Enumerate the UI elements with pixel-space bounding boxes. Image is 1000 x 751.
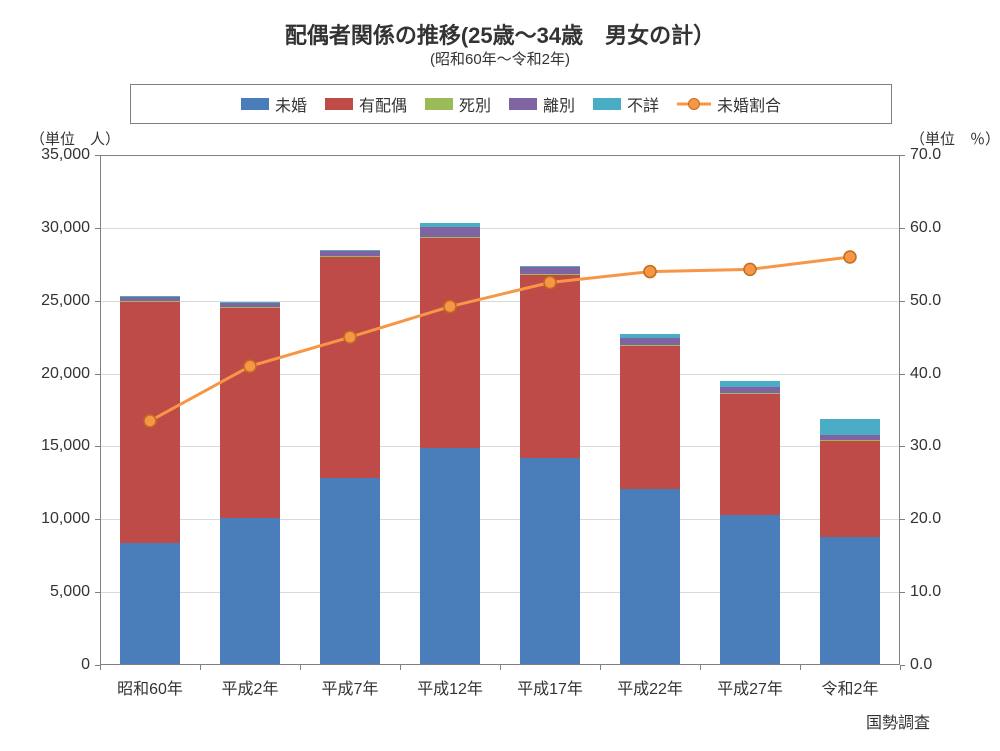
tick-mark — [900, 155, 905, 156]
y-right-tick-label: 30.0 — [910, 437, 941, 455]
tick-mark — [95, 155, 100, 156]
line-marker — [544, 277, 556, 289]
line-layer — [100, 155, 900, 665]
legend-swatch — [425, 98, 453, 110]
tick-mark — [900, 665, 901, 670]
x-tick-label: 平成27年 — [717, 675, 783, 699]
legend-item: 死別 — [425, 92, 491, 116]
line-marker — [144, 415, 156, 427]
y-left-tick-label: 0 — [25, 656, 90, 674]
legend-item: 離別 — [509, 92, 575, 116]
tick-mark — [95, 301, 100, 302]
plot-area — [100, 155, 900, 665]
x-tick-label: 平成2年 — [222, 675, 279, 699]
legend-label: 未婚割合 — [717, 92, 781, 116]
y-left-tick-label: 5,000 — [25, 583, 90, 601]
line-marker — [344, 331, 356, 343]
line-marker — [244, 360, 256, 372]
legend-item: 有配偶 — [325, 92, 407, 116]
x-tick-label: 令和2年 — [822, 675, 879, 699]
chart-title: 配偶者関係の推移(25歳～34歳 男女の計） — [0, 18, 1000, 50]
y-left-tick-label: 35,000 — [25, 146, 90, 164]
tick-mark — [700, 665, 701, 670]
legend-item: 不詳 — [593, 92, 659, 116]
tick-mark — [600, 665, 601, 670]
y-right-tick-label: 20.0 — [910, 510, 941, 528]
legend-label: 離別 — [543, 92, 575, 116]
legend: 未婚 有配偶 死別 離別 不詳 未婚割合 — [130, 84, 892, 124]
y-right-tick-label: 50.0 — [910, 292, 941, 310]
y-left-tick-label: 25,000 — [25, 292, 90, 310]
chart-subtitle: (昭和60年～令和2年) — [0, 48, 1000, 69]
tick-mark — [900, 374, 905, 375]
legend-item: 未婚割合 — [677, 92, 781, 116]
y-right-tick-label: 70.0 — [910, 146, 941, 164]
legend-item: 未婚 — [241, 92, 307, 116]
y-left-tick-label: 15,000 — [25, 437, 90, 455]
tick-mark — [95, 519, 100, 520]
legend-swatch — [593, 98, 621, 110]
tick-mark — [95, 446, 100, 447]
y-right-tick-label: 0.0 — [910, 656, 932, 674]
tick-mark — [100, 665, 101, 670]
line-marker — [744, 263, 756, 275]
tick-mark — [900, 301, 905, 302]
legend-swatch — [509, 98, 537, 110]
tick-mark — [200, 665, 201, 670]
y-right-tick-label: 10.0 — [910, 583, 941, 601]
legend-swatch — [241, 98, 269, 110]
tick-mark — [300, 665, 301, 670]
tick-mark — [800, 665, 801, 670]
line-marker — [844, 251, 856, 263]
y-left-tick-label: 10,000 — [25, 510, 90, 528]
x-tick-label: 平成17年 — [517, 675, 583, 699]
legend-label: 有配偶 — [359, 92, 407, 116]
tick-mark — [900, 228, 905, 229]
chart-container: 配偶者関係の推移(25歳～34歳 男女の計） (昭和60年～令和2年) （単位 … — [0, 0, 1000, 751]
y-left-tick-label: 20,000 — [25, 365, 90, 383]
tick-mark — [900, 592, 905, 593]
legend-label: 死別 — [459, 92, 491, 116]
x-tick-label: 昭和60年 — [117, 675, 183, 699]
legend-label: 不詳 — [627, 92, 659, 116]
tick-mark — [900, 446, 905, 447]
legend-label: 未婚 — [275, 92, 307, 116]
y-right-tick-label: 60.0 — [910, 219, 941, 237]
line-path — [150, 257, 850, 421]
x-tick-label: 平成7年 — [322, 675, 379, 699]
tick-mark — [95, 374, 100, 375]
tick-mark — [95, 592, 100, 593]
x-tick-label: 平成12年 — [417, 675, 483, 699]
line-marker — [444, 301, 456, 313]
legend-line-icon — [677, 97, 711, 111]
line-marker — [644, 266, 656, 278]
tick-mark — [95, 228, 100, 229]
legend-swatch — [325, 98, 353, 110]
x-tick-label: 平成22年 — [617, 675, 683, 699]
tick-mark — [900, 519, 905, 520]
y-left-tick-label: 30,000 — [25, 219, 90, 237]
source-label: 国勢調査 — [866, 709, 930, 733]
y-right-tick-label: 40.0 — [910, 365, 941, 383]
tick-mark — [400, 665, 401, 670]
tick-mark — [500, 665, 501, 670]
